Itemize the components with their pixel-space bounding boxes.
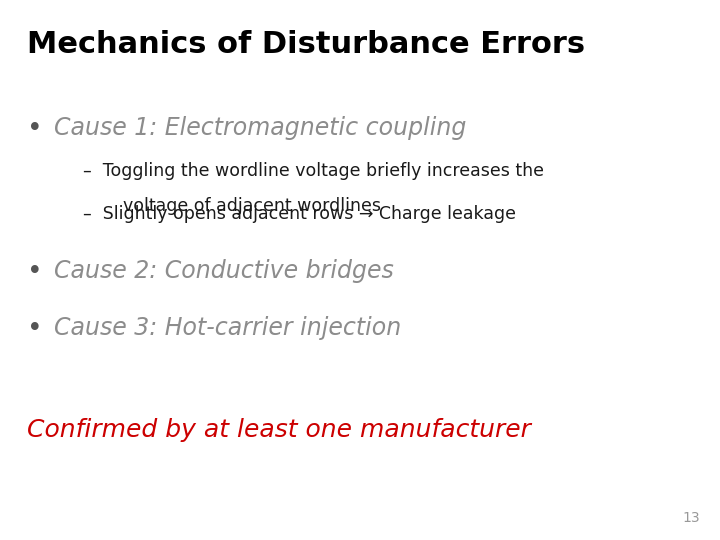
Text: Cause 2: Conductive bridges: Cause 2: Conductive bridges xyxy=(54,259,394,283)
Text: •: • xyxy=(27,259,43,285)
Text: 13: 13 xyxy=(683,511,700,525)
Text: Confirmed by at least one manufacturer: Confirmed by at least one manufacturer xyxy=(27,418,531,442)
Text: Mechanics of Disturbance Errors: Mechanics of Disturbance Errors xyxy=(27,30,585,59)
Text: •: • xyxy=(27,316,43,342)
Text: Cause 3: Hot-carrier injection: Cause 3: Hot-carrier injection xyxy=(54,316,401,340)
Text: –  Toggling the wordline voltage briefly increases the: – Toggling the wordline voltage briefly … xyxy=(83,162,544,180)
Text: Cause 1: Electromagnetic coupling: Cause 1: Electromagnetic coupling xyxy=(54,116,467,140)
Text: –  Slightly opens adjacent rows → Charge leakage: – Slightly opens adjacent rows → Charge … xyxy=(83,205,516,223)
Text: voltage of adjacent wordlines: voltage of adjacent wordlines xyxy=(101,197,381,215)
Text: •: • xyxy=(27,116,43,142)
